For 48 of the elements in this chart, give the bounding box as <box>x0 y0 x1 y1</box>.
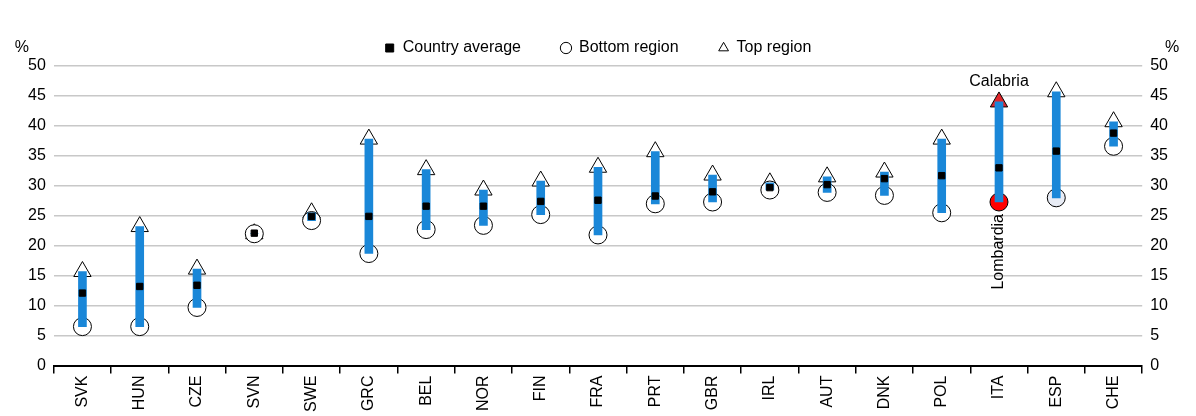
x-tick-label: CZE <box>187 375 205 408</box>
y2-tick-label: 0 <box>1150 355 1160 373</box>
y-tick-label: 20 <box>28 236 46 254</box>
legend-label: Bottom region <box>578 38 679 56</box>
y2-tick-label: 25 <box>1150 206 1169 224</box>
x-tick-label: GRC <box>359 375 377 412</box>
annotation: Calabria <box>969 72 1029 90</box>
x-tick-label: AUT <box>817 375 835 408</box>
y2-tick-label: 10 <box>1150 296 1169 314</box>
y2-tick-label: 35 <box>1150 146 1169 164</box>
y-tick-label: 35 <box>28 146 46 164</box>
y-tick-label: 10 <box>28 296 46 314</box>
x-tick-label: ESP <box>1046 375 1064 408</box>
x-tick-label: FRA <box>588 375 606 408</box>
x-tick-label: SWE <box>301 375 319 413</box>
y2-tick-label: 40 <box>1150 116 1169 134</box>
x-tick-label: POL <box>932 375 950 408</box>
legend-label: Country average <box>402 38 522 56</box>
y-tick-label: 0 <box>36 355 46 373</box>
x-tick-label: BEL <box>416 375 434 406</box>
x-tick-label: PRT <box>645 375 663 408</box>
x-tick-label: IRL <box>760 375 778 401</box>
x-tick-label: GBR <box>702 375 720 411</box>
y-tick-label: 15 <box>28 266 46 284</box>
x-tick-label: SVK <box>72 375 90 408</box>
annotation: Lombardia <box>989 213 1007 290</box>
y-tick-label: 5 <box>36 326 46 344</box>
x-tick-label: CHE <box>1103 375 1121 410</box>
x-tick-label: SVN <box>244 375 262 409</box>
y-tick-label: 45 <box>28 86 46 104</box>
legend-label: Top region <box>736 38 812 56</box>
y2-tick-label: 30 <box>1150 176 1169 194</box>
x-tick-label: NOR <box>473 375 491 412</box>
y2-tick-label: 20 <box>1150 236 1169 254</box>
y2-tick-label: 45 <box>1150 86 1169 104</box>
y-tick-label: 25 <box>28 206 46 224</box>
y2-tick-label: 50 <box>1150 56 1169 74</box>
y-axis-title: % <box>14 38 29 56</box>
y-tick-label: 30 <box>28 176 46 194</box>
x-tick-label: HUN <box>130 375 148 411</box>
x-tick-label: DNK <box>874 375 892 410</box>
x-tick-label: FIN <box>531 375 549 402</box>
y2-axis-title: % <box>1165 38 1180 56</box>
y2-tick-label: 15 <box>1150 266 1169 284</box>
y2-tick-label: 5 <box>1150 326 1160 344</box>
y-tick-label: 50 <box>28 56 46 74</box>
y-tick-label: 40 <box>28 116 46 134</box>
x-tick-label: ITA <box>989 375 1007 400</box>
